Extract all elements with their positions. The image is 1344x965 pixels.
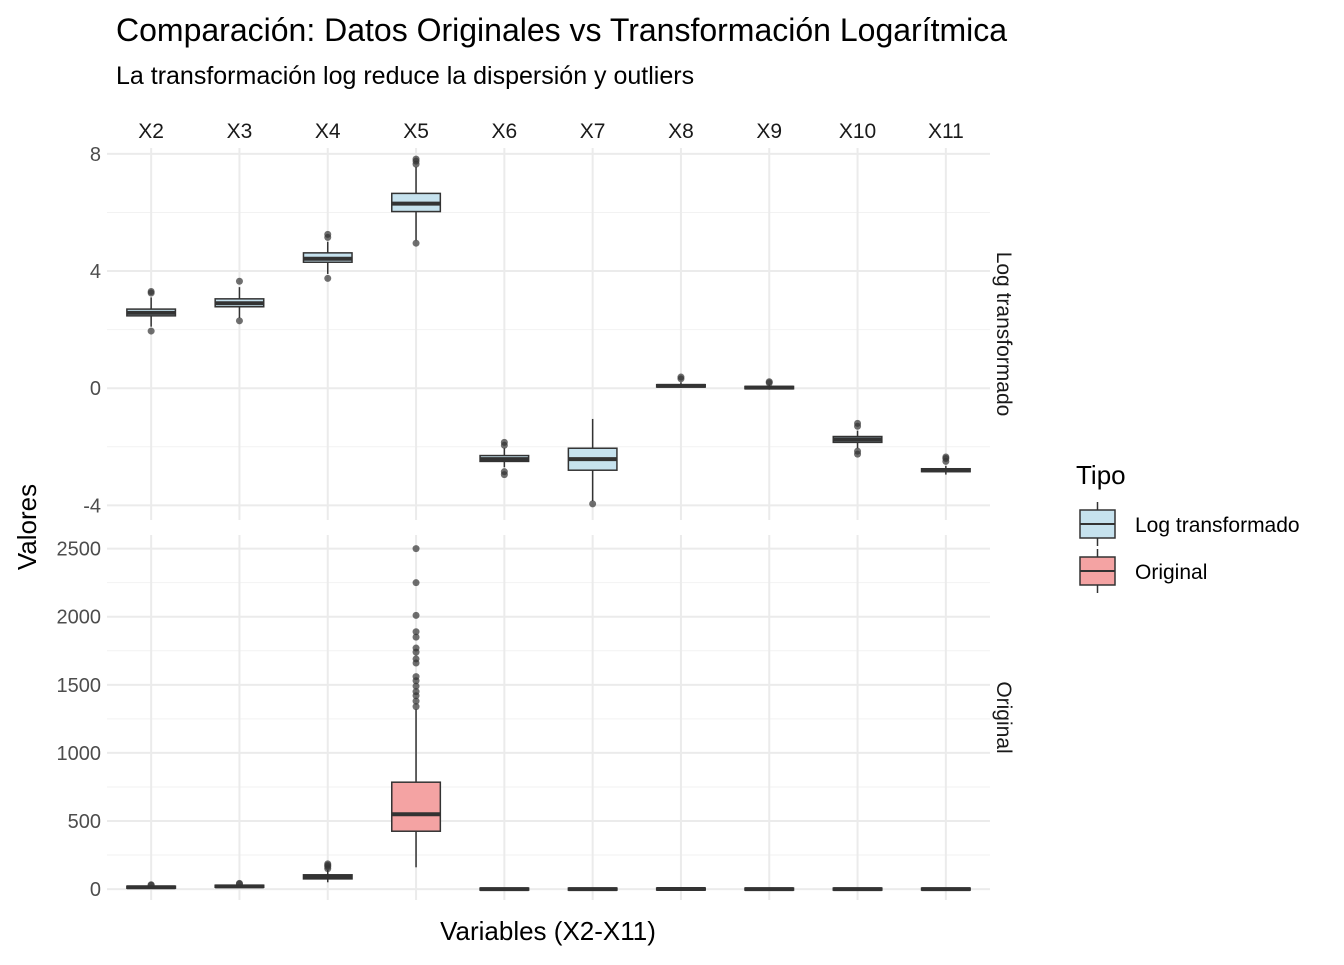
outlier-point — [412, 155, 420, 163]
strip-label-x2: X2 — [138, 120, 164, 143]
outlier-point — [412, 579, 420, 587]
legend-item-original: Original — [1079, 549, 1207, 593]
y-tick-label: 8 — [90, 144, 101, 166]
legend-item-log-transformado: Log transformado — [1079, 502, 1300, 546]
legend-label: Original — [1135, 561, 1207, 584]
y-axis-title: Valores — [12, 484, 42, 570]
strip-label-x7: X7 — [580, 120, 606, 143]
box-log-transformado-x8 — [655, 373, 706, 388]
outlier-point — [412, 688, 420, 696]
outlier-point — [235, 879, 243, 887]
box-log-transformado-x6 — [479, 438, 530, 479]
outlier-point — [942, 453, 950, 461]
outlier-point — [589, 500, 597, 508]
box-log-transformado-x5 — [391, 155, 442, 247]
box-log-transformado-x3 — [214, 277, 265, 325]
box-original-x9 — [744, 887, 795, 892]
box-original-x11 — [920, 887, 971, 892]
outlier-point — [412, 545, 420, 553]
box-log-transformado-x10 — [832, 419, 883, 458]
strip-label-x10: X10 — [839, 120, 876, 143]
box-original-x7 — [567, 887, 618, 892]
outlier-point — [324, 860, 332, 868]
outlier-point — [412, 697, 420, 705]
outlier-point — [324, 230, 332, 238]
outlier-point — [147, 327, 155, 335]
y-tick-label: 1500 — [57, 675, 102, 697]
strip-label-x8: X8 — [668, 120, 694, 143]
outlier-point — [765, 378, 773, 386]
box-log-transformado-x4 — [302, 230, 353, 282]
outlier-point — [412, 673, 420, 681]
outlier-point — [412, 644, 420, 652]
outlier-point — [147, 288, 155, 296]
facet-panels: X2 X3 X4 X5 X6 X7 X8 X9 X10 X11 -4 0 4 8 Log transform… — [57, 120, 1016, 901]
box-original-x5 — [391, 545, 442, 868]
y-tick-label: 0 — [90, 879, 101, 901]
box-log-transformado-x11 — [920, 453, 971, 475]
facet-label-log-transformado: Log transformado — [992, 252, 1015, 417]
chart-title: Comparación: Datos Originales vs Transfo… — [116, 12, 1007, 48]
outlier-point — [235, 277, 243, 285]
x-axis-title: Variables (X2-X11) — [440, 916, 656, 946]
strip-label-x6: X6 — [492, 120, 518, 143]
box-iqr — [391, 781, 442, 832]
y-tick-label: 2000 — [57, 607, 102, 629]
box-original-x4 — [302, 860, 353, 883]
outlier-point — [854, 419, 862, 427]
box-log-transformado-x7 — [567, 418, 618, 508]
legend-title: Tipo — [1076, 460, 1126, 490]
outlier-point — [235, 317, 243, 325]
strip-label-x9: X9 — [756, 120, 782, 143]
box-original-x3 — [214, 879, 265, 889]
outlier-point — [324, 274, 332, 282]
box-log-transformado-x9 — [744, 378, 795, 390]
strip-label-x3: X3 — [227, 120, 253, 143]
box-original-x8 — [655, 886, 706, 891]
y-tick-label: 4 — [90, 261, 101, 283]
outlier-point — [412, 611, 420, 619]
y-tick-label: -4 — [83, 495, 101, 517]
legend: Tipo Log transformado Original — [1076, 460, 1300, 593]
box-original-x6 — [479, 887, 530, 892]
box-original-x2 — [126, 881, 177, 890]
outlier-point — [677, 373, 685, 381]
legend-label: Log transformado — [1135, 514, 1300, 537]
outlier-point — [500, 441, 508, 449]
chart-subtitle: La transformación log reduce la dispersi… — [116, 62, 694, 90]
facet-label-original: Original — [992, 681, 1015, 753]
outlier-point — [147, 881, 155, 889]
outlier-point — [854, 450, 862, 458]
outlier-point — [412, 682, 420, 690]
outlier-point — [412, 239, 420, 247]
strip-label-x4: X4 — [315, 120, 341, 143]
outlier-point — [412, 628, 420, 636]
strip-label-x11: X11 — [928, 120, 964, 143]
outlier-point — [500, 471, 508, 479]
outlier-point — [412, 655, 420, 663]
outlier-point — [412, 703, 420, 711]
outlier-point — [412, 633, 420, 641]
y-tick-label: 0 — [90, 378, 101, 400]
y-tick-label: 1000 — [57, 743, 102, 765]
y-tick-label: 2500 — [57, 539, 102, 561]
box-original-x10 — [832, 887, 883, 892]
y-tick-label: 500 — [68, 811, 101, 833]
strip-label-x5: X5 — [403, 120, 429, 143]
box-log-transformado-x2 — [126, 288, 177, 335]
